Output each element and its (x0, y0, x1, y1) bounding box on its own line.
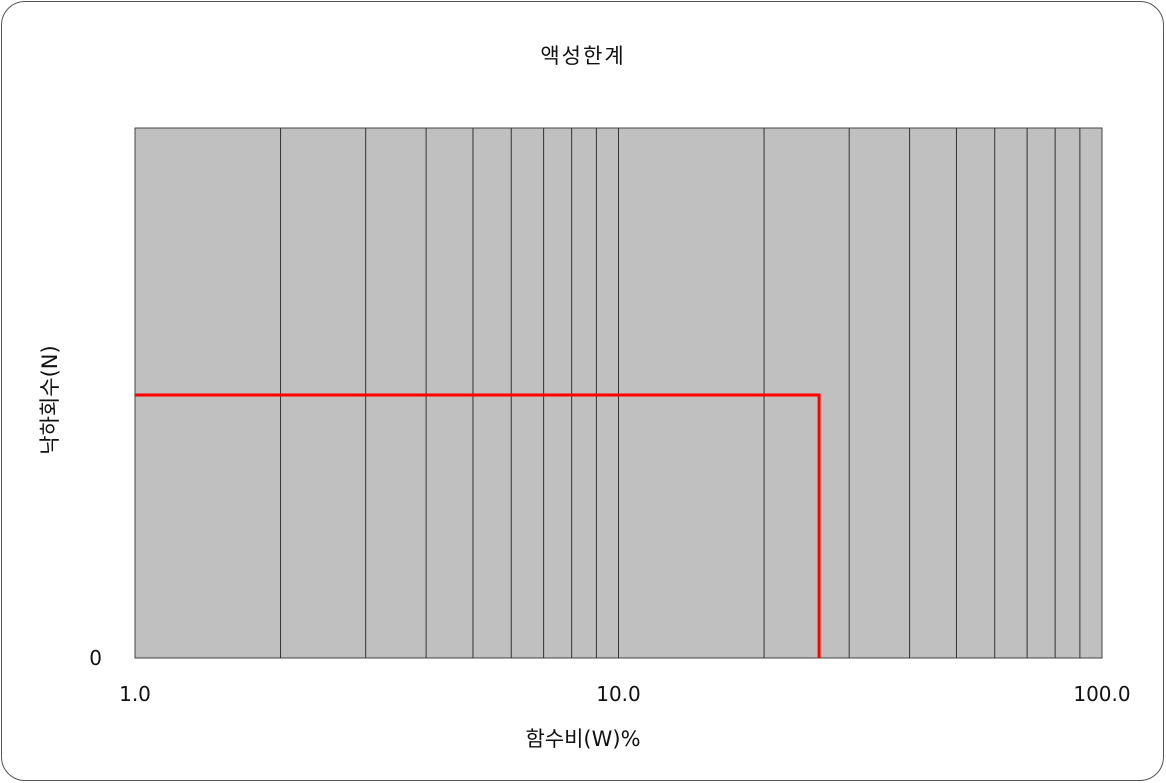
series-line-0 (135, 393, 821, 658)
x-tick-label: 1.0 (119, 682, 151, 706)
series-group (135, 393, 821, 658)
tick-labels: 1.0 10.0 100.0 0 (89, 646, 1130, 706)
gridlines (280, 128, 1081, 658)
y-tick-label: 0 (89, 646, 102, 670)
x-axis-label: 함수비(W)% (525, 727, 641, 751)
chart-title: 액성한계 (540, 44, 626, 68)
x-tick-label: 100.0 (1073, 682, 1130, 706)
x-tick-label: 10.0 (596, 682, 641, 706)
